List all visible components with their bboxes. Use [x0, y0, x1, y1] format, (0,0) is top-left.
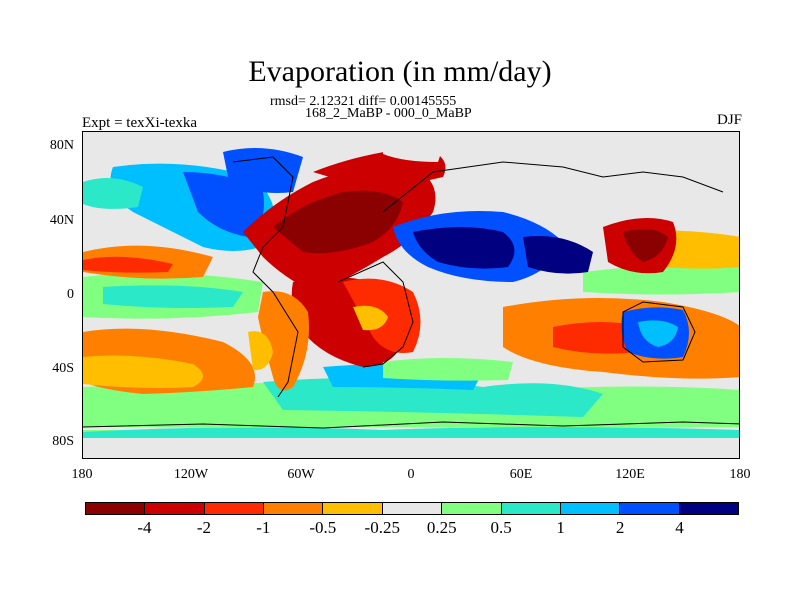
x-tick-label: 120W: [173, 467, 209, 482]
y-tick-label: 80N: [49, 138, 74, 153]
x-tick-label: 180: [71, 467, 93, 482]
colorbar-label: 1: [556, 518, 565, 537]
x-tick-label: 120E: [615, 467, 645, 482]
y-tick-label: 40S: [52, 361, 74, 376]
colorbar-label: 0.5: [490, 518, 512, 537]
colorbar-swatch: [86, 503, 146, 514]
x-tick-label: 60E: [509, 467, 533, 482]
colorbar-label: 0.25: [426, 518, 457, 537]
plot-title: Evaporation (in mm/day): [248, 55, 552, 88]
x-tick-label: 0: [407, 467, 415, 482]
experiment-subtitle: 168_2_MaBP - 000_0_MaBP: [305, 106, 472, 121]
rmsd-diff-stats: rmsd= 2.12321 diff= 0.00145555: [270, 94, 457, 109]
colorbar-swatch: [560, 503, 621, 514]
colorbar: [85, 502, 739, 515]
y-tick-label: 80S: [52, 434, 74, 449]
season-label: DJF: [716, 112, 742, 128]
colorbar-label: -0.25: [364, 518, 400, 537]
x-tick-label: 60W: [287, 467, 315, 482]
colorbar-label: -0.5: [309, 518, 337, 537]
colorbar-label: 4: [675, 518, 684, 537]
colorbar-swatch: [145, 503, 205, 514]
colorbar-swatch: [204, 503, 265, 514]
colorbar-swatch: [382, 503, 443, 514]
y-tick-label: 0: [67, 287, 74, 302]
colorbar-label: -2: [196, 518, 211, 537]
colorbar-swatch: [501, 503, 561, 514]
colorbar-swatch: [620, 503, 680, 514]
colorbar-swatch: [442, 503, 502, 514]
colorbar-swatch: [323, 503, 383, 514]
colorbar-swatch: [679, 503, 738, 514]
colorbar-label: -1: [256, 518, 271, 537]
colorbar-swatch: [264, 503, 324, 514]
y-tick-label: 40N: [49, 213, 74, 228]
experiment-label: Expt = texXi-texka: [82, 115, 198, 131]
x-tick-label: 180: [729, 467, 751, 482]
colorbar-label: -4: [137, 518, 152, 537]
colorbar-label: 2: [615, 518, 625, 537]
evaporation-map: [82, 131, 740, 459]
